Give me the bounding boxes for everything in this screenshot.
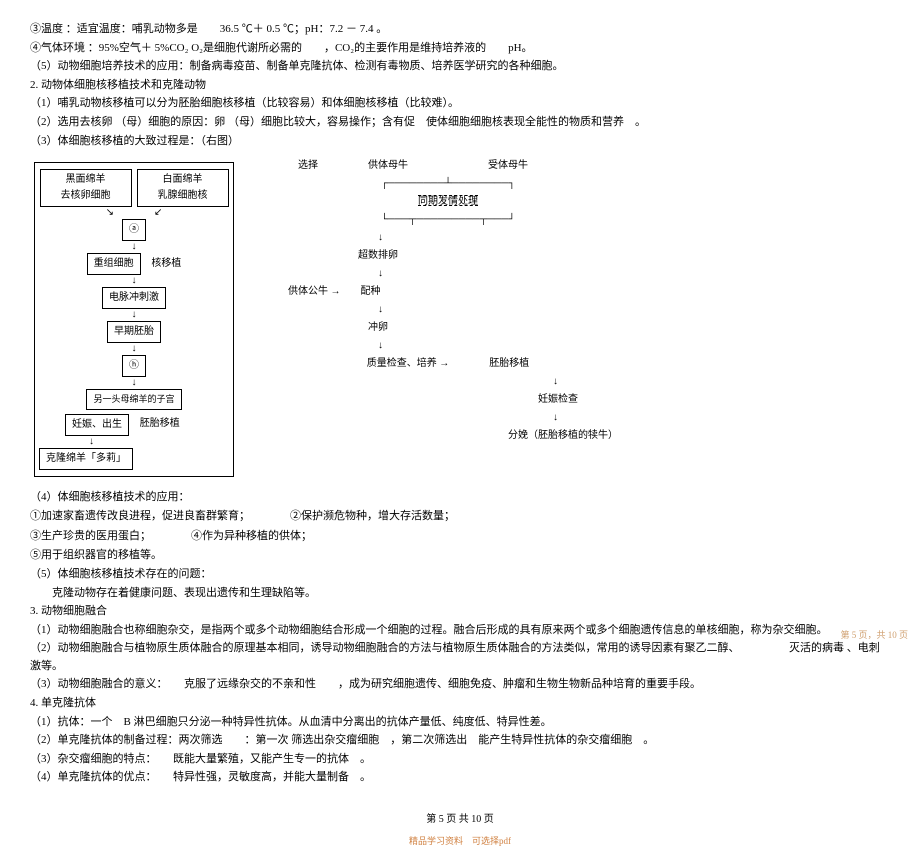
rd-mate: 供体公牛 → 配种 bbox=[268, 284, 628, 300]
corner-label: 第 5 页，共 10 页 bbox=[840, 628, 908, 642]
line-15: （1）动物细胞融合也称细胞杂交，是指两个或多个动物细胞结合形成一个细胞的过程。融… bbox=[30, 622, 890, 640]
ld-h: ⓗ bbox=[122, 355, 146, 377]
ld-b3: 早期胚胎 bbox=[107, 321, 161, 343]
line-20: （2）单克隆抗体的制备过程：两次筛选 ：第一次 筛选出杂交瘤细胞 ，第二次筛选出… bbox=[30, 732, 890, 750]
diagram-row: 黑面绵羊 去核卵细胞 白面绵羊 乳腺细胞核 ↘ ↙ ⓐ ↓ 重组细胞 核移植 ↓… bbox=[30, 158, 890, 480]
ld-b5: 妊娠、出生 bbox=[65, 414, 129, 436]
line-10a: ③生产珍贵的医用蛋白； bbox=[30, 528, 151, 546]
rd-qc: 质量检查、培养 → bbox=[367, 356, 450, 372]
rd-birth: 分娩（胚胎移植的犊牛） bbox=[268, 428, 628, 444]
rd-wash: 冲卵 bbox=[268, 320, 628, 336]
rd-topR: 受体母牛 bbox=[488, 158, 528, 174]
ld-top-left: 黑面绵羊 去核卵细胞 bbox=[40, 169, 132, 207]
rd-super: 超数排卵 bbox=[268, 248, 628, 264]
rd-topL: 供体母牛 bbox=[368, 158, 408, 174]
line-2-4: （4）体细胞核移植技术的应用： bbox=[30, 489, 890, 507]
line-gas: ④气体环境 ：95%空气＋ 5%CO₂ O₂是细胞代谢所必需的 ，CO₂的主要作… bbox=[30, 40, 890, 58]
rd-preg: 妊娠检查 bbox=[268, 392, 628, 408]
line-2-2: （2）选用去核卵 （母）细胞的原因：卵 （母）细胞比较大，容易操作；含有促 使体… bbox=[30, 114, 890, 132]
line-14: 3. 动物细胞融合 bbox=[30, 603, 890, 621]
page-footer: 第 5 页 共 10 页 bbox=[30, 812, 890, 828]
ld-b1: 重组细胞 bbox=[87, 253, 141, 275]
line-app: （5）动物细胞培养技术的应用：制备病毒疫苗、制备单克隆抗体、检测有毒物质、培养医… bbox=[30, 58, 890, 76]
line-9a: ①加速家畜遗传改良进程，促进良畜群繁育； bbox=[30, 508, 250, 526]
line-13: 克隆动物存在着健康问题、表现出遗传和生理缺陷等。 bbox=[30, 585, 890, 603]
rd-sel: 选择 bbox=[298, 158, 318, 174]
page-footer2: 精品学习资料 可选择pdf bbox=[30, 834, 890, 848]
line-21: （3）杂交瘤细胞的特点： 既能大量繁殖，又能产生专一的抗体 。 bbox=[30, 751, 890, 769]
line-10b: ④作为异种移植的供体； bbox=[191, 528, 312, 546]
line-9b: ②保护濒危物种，增大存活数量； bbox=[290, 508, 455, 526]
line-temp: ③温度 ：适宜温度：哺乳动物多是 36.5 ℃＋ 0.5 ℃；pH：7.2 － … bbox=[30, 21, 890, 39]
ld-b2: 电脉冲刺激 bbox=[102, 287, 166, 309]
line-12: （5）体细胞核移植技术存在的问题： bbox=[30, 566, 890, 584]
right-flowchart: 选择 供体母牛 受体母牛 ┌────────┴────────┐ 同期发情处理 … bbox=[268, 158, 628, 446]
line-22: （4）单克隆抗体的优点： 特异性强，灵敏度高，并能大量制备 。 bbox=[30, 769, 890, 787]
ld-b4: 另一头母绵羊的子宫 bbox=[86, 389, 181, 409]
line-2-3: （3）体细胞核移植的大致过程是：（右图） bbox=[30, 133, 890, 151]
ld-top-right: 白面绵羊 乳腺细胞核 bbox=[137, 169, 229, 207]
ld-a: ⓐ bbox=[122, 219, 146, 241]
line-16: （2）动物细胞融合与植物原生质体融合的原理基本相同，诱导动物细胞融合的方法与植物… bbox=[30, 640, 890, 675]
rd-trans: 胚胎移植 bbox=[489, 356, 529, 372]
line-11: ⑤用于组织器官的移植等。 bbox=[30, 547, 890, 565]
line-sec2: 2. 动物体细胞核移植技术和克隆动物 bbox=[30, 77, 890, 95]
left-flowchart: 黑面绵羊 去核卵细胞 白面绵羊 乳腺细胞核 ↘ ↙ ⓐ ↓ 重组细胞 核移植 ↓… bbox=[30, 158, 238, 480]
line-19: （1）抗体：一个 B 淋巴细胞只分泌一种特异性抗体。从血清中分离出的抗体产量低、… bbox=[30, 714, 890, 732]
rd-sync: 同期发情处理 bbox=[268, 194, 628, 210]
ld-b1-side: 核移植 bbox=[151, 256, 181, 272]
ld-b4-side: 胚胎移植 bbox=[140, 416, 180, 432]
line-17: （3）动物细胞融合的意义： 克服了远缘杂交的不亲和性 ，成为研究细胞遗传、细胞免… bbox=[30, 676, 890, 694]
line-18: 4. 单克隆抗体 bbox=[30, 695, 890, 713]
line-2-1: （1）哺乳动物核移植可以分为胚胎细胞核移植（比较容易）和体细胞核移植（比较难）。 bbox=[30, 95, 890, 113]
ld-b6: 克隆绵羊「多莉」 bbox=[39, 448, 133, 470]
